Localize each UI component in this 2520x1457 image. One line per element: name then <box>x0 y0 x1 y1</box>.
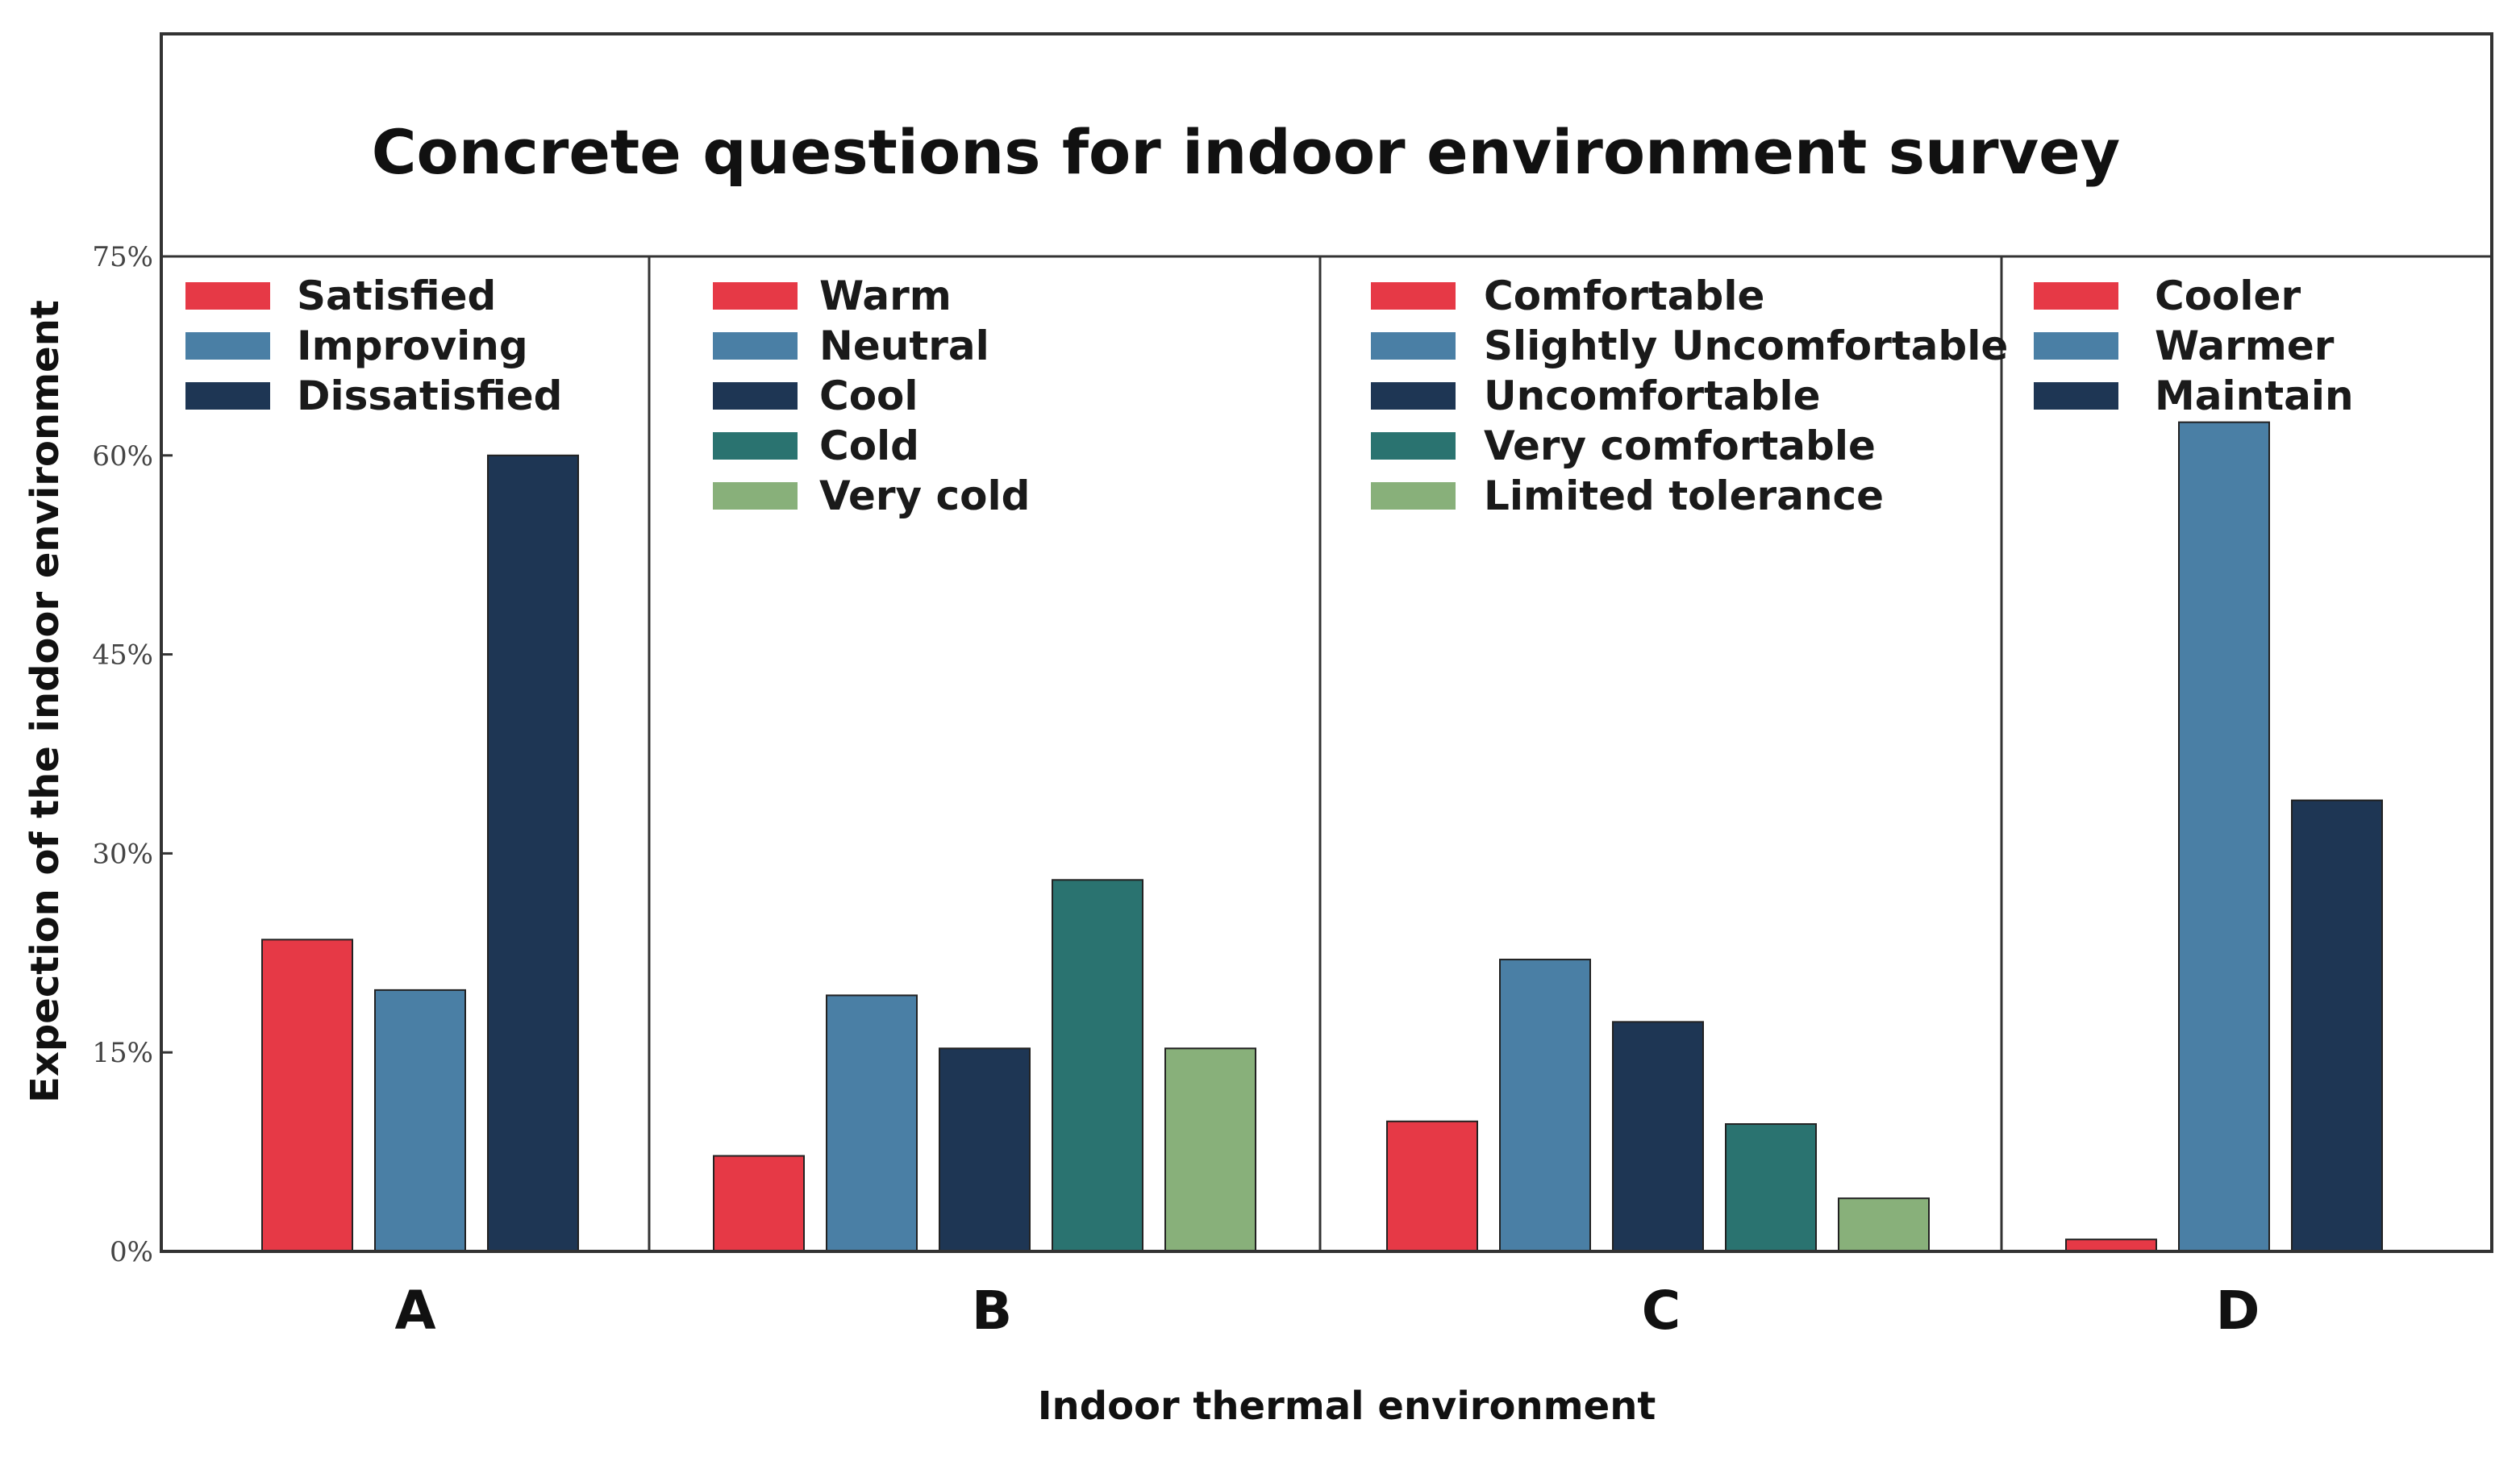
legend-label: Warm <box>819 273 952 319</box>
bar <box>487 454 579 1252</box>
legend-label: Comfortable <box>1484 273 1764 319</box>
legend-swatch <box>1371 432 1456 460</box>
bar <box>1052 879 1143 1252</box>
y-tick-label: 30% <box>92 838 153 870</box>
legend-swatch <box>1371 332 1456 360</box>
legend-swatch <box>1371 482 1456 510</box>
bar <box>261 939 353 1252</box>
legend-label: Cold <box>819 423 919 469</box>
legend-swatch <box>185 332 270 360</box>
y-tick-label: 15% <box>92 1037 153 1069</box>
legend-swatch <box>185 382 270 410</box>
bar <box>1164 1047 1256 1253</box>
bar <box>374 989 466 1253</box>
legend-swatch <box>713 432 798 460</box>
bar <box>2291 799 2383 1252</box>
legend-label: Very cold <box>819 472 1030 519</box>
y-tick-label: 0% <box>110 1236 153 1268</box>
legend-swatch <box>713 382 798 410</box>
legend-label: Satisfied <box>297 273 496 319</box>
x-group-label: B <box>972 1280 1012 1342</box>
legend-label: Maintain <box>2155 373 2354 419</box>
legend-swatch <box>1371 382 1456 410</box>
bar <box>1386 1120 1478 1252</box>
legend-swatch <box>2034 282 2118 310</box>
legend-swatch <box>185 282 270 310</box>
x-group-label: A <box>394 1280 435 1342</box>
bar <box>713 1155 805 1253</box>
legend-swatch <box>713 332 798 360</box>
bar <box>2065 1238 2157 1253</box>
y-tick-label: 60% <box>92 440 153 472</box>
x-axis-label: Indoor thermal environment <box>1038 1384 1656 1429</box>
legend-label: Slightly Uncomfortable <box>1484 323 2008 369</box>
legend-label: Limited tolerance <box>1484 472 1884 519</box>
bar <box>1499 959 1591 1252</box>
legend-swatch <box>713 282 798 310</box>
legend-label: Uncomfortable <box>1484 373 1821 419</box>
legend-swatch <box>2034 332 2118 360</box>
legend-swatch <box>1371 282 1456 310</box>
x-group-label: D <box>2216 1280 2260 1342</box>
chart-title: Concrete questions for indoor environmen… <box>372 116 2120 188</box>
bar <box>939 1047 1031 1253</box>
bar <box>2178 421 2270 1253</box>
legend-swatch <box>713 482 798 510</box>
legend-label: Cooler <box>2155 273 2301 319</box>
bar <box>1838 1197 1930 1252</box>
legend-label: Dissatisfied <box>297 373 562 419</box>
legend-label: Cool <box>819 373 918 419</box>
bar <box>1612 1021 1704 1252</box>
y-axis-label: Expection of the indoor environment <box>23 300 68 1103</box>
legend-label: Neutral <box>819 323 989 369</box>
legend-label: Improving <box>297 323 528 369</box>
bar <box>826 994 918 1253</box>
legend-label: Warmer <box>2155 323 2335 369</box>
x-group-label: C <box>1642 1280 1681 1342</box>
y-tick-label: 75% <box>92 241 153 273</box>
legend-label: Very comfortable <box>1484 423 1876 469</box>
legend-swatch <box>2034 382 2118 410</box>
y-tick-label: 45% <box>92 639 153 672</box>
bar <box>1725 1123 1817 1252</box>
